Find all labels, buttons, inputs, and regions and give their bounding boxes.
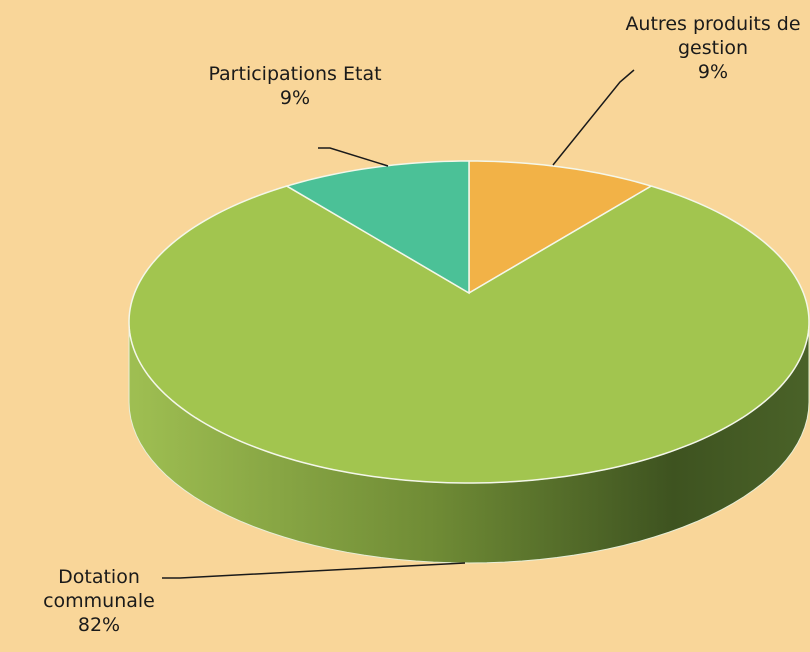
slice-label: Autres produits de gestion 9%	[613, 12, 810, 84]
slice	[128, 185, 810, 484]
value-label: 82%	[77, 614, 121, 636]
slice-label: Dotation communale 82%	[24, 565, 174, 637]
category-label: Autres produits de gestion	[625, 13, 801, 59]
leader-line	[552, 69, 635, 166]
category-label: Dotation communale	[43, 566, 155, 612]
leader-line	[162, 562, 466, 579]
slice-label: Participations Etat 9%	[205, 62, 385, 110]
value-label: 9%	[697, 61, 729, 83]
value-label: 9%	[279, 87, 311, 109]
slice	[284, 160, 470, 295]
slice	[468, 160, 654, 295]
leader-line	[318, 147, 389, 167]
category-label: Participations Etat	[208, 63, 382, 85]
